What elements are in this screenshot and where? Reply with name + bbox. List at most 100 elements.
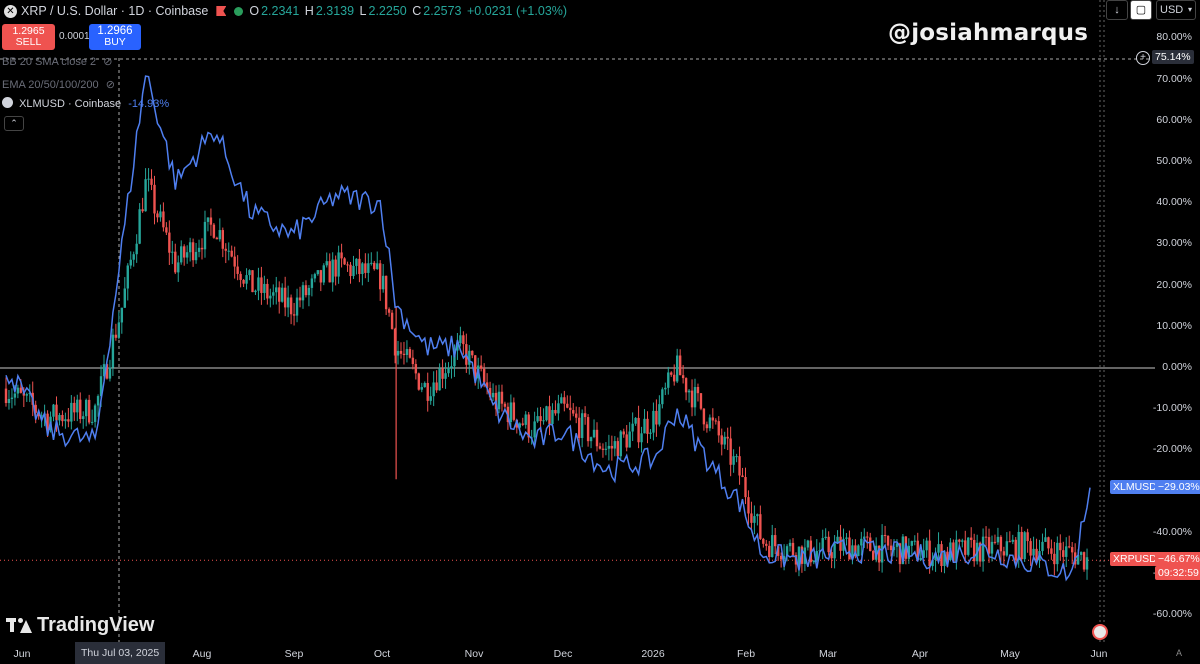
- candle-body: [479, 365, 483, 369]
- fullscreen-icon[interactable]: ▢: [1130, 0, 1152, 20]
- candle-body: [575, 413, 578, 418]
- tradingview-logo[interactable]: TradingView: [6, 614, 154, 637]
- candle-body: [206, 217, 210, 222]
- currency-value: USD: [1160, 4, 1184, 16]
- collapse-button[interactable]: ⌃: [4, 116, 24, 131]
- candle-body: [898, 543, 902, 565]
- candle-body: [877, 545, 881, 563]
- close-value: 2.2573: [423, 4, 462, 18]
- x-tick-label: Apr: [911, 648, 929, 660]
- candle-body: [937, 544, 940, 553]
- candle-body: [634, 417, 637, 424]
- candle-body: [1005, 541, 1009, 556]
- candle-body: [337, 252, 340, 277]
- x-tick-label: May: [1000, 648, 1020, 660]
- candle-body: [34, 404, 37, 413]
- candle-body: [717, 421, 720, 436]
- open-value: 2.2341: [261, 4, 300, 18]
- candle-body: [93, 405, 97, 422]
- currency-select[interactable]: USD ▾: [1156, 0, 1196, 20]
- candle-body: [756, 514, 759, 517]
- candle-body: [177, 262, 180, 273]
- candle-body: [165, 227, 168, 233]
- candle-body: [468, 350, 471, 365]
- candle-body: [601, 448, 605, 450]
- candle-body: [961, 540, 964, 542]
- compare-symbol-icon: [2, 97, 13, 108]
- candle-body: [310, 278, 314, 288]
- candle-body: [73, 402, 76, 413]
- y-tick-label: 60.00%: [1156, 113, 1192, 126]
- arrow-down-icon[interactable]: ↓: [1106, 0, 1128, 20]
- auto-scale-button[interactable]: A: [1176, 648, 1183, 658]
- candle-body: [842, 538, 845, 551]
- candle-body: [863, 536, 866, 539]
- candle-body: [295, 297, 299, 316]
- candle-body: [1079, 552, 1083, 555]
- candle-body: [162, 211, 165, 228]
- candle-body: [782, 556, 786, 560]
- candle-body: [958, 539, 961, 542]
- x-tick-label: Sep: [284, 648, 304, 660]
- candle-body: [379, 263, 382, 290]
- candle-body: [946, 551, 949, 560]
- add-alert-icon[interactable]: +: [1136, 51, 1150, 65]
- buy-button[interactable]: 1.2966 BUY: [89, 24, 141, 50]
- candle-body: [616, 441, 619, 457]
- candle-body: [129, 259, 132, 266]
- candle-body: [637, 417, 640, 443]
- candle-body: [102, 364, 106, 377]
- candle-body: [560, 397, 563, 404]
- symbol-title[interactable]: XRP / U.S. Dollar · 1D · Coinbase: [21, 4, 209, 18]
- bb-indicator[interactable]: BB 20 SMA close 2 ⊘: [2, 55, 112, 68]
- x-tick-label: Feb: [736, 648, 756, 660]
- candle-body: [40, 415, 43, 417]
- candle-body: [55, 404, 58, 421]
- candle-body: [999, 536, 1003, 552]
- candle-body: [114, 334, 118, 338]
- candle-body: [509, 402, 513, 423]
- candle-body: [1017, 531, 1020, 561]
- ema-indicator[interactable]: EMA 20/50/100/200 ⊘: [2, 78, 115, 91]
- candle-body: [390, 312, 394, 329]
- candle-body: [84, 399, 88, 417]
- candle-body: [485, 382, 489, 388]
- candle-body: [646, 418, 649, 434]
- candle-body: [658, 404, 661, 425]
- eye-hidden-icon[interactable]: ⊘: [103, 56, 113, 68]
- candle-body: [245, 275, 248, 284]
- calendar-flag-icon[interactable]: [1092, 624, 1108, 640]
- y-tick-label: 40.00%: [1156, 196, 1192, 209]
- candle-body: [108, 367, 112, 379]
- candle-body: [978, 542, 982, 562]
- candle-body: [126, 265, 129, 289]
- candle-body: [334, 259, 337, 277]
- candle-body: [928, 540, 931, 567]
- candle-body: [895, 543, 899, 547]
- candle-body: [120, 307, 124, 323]
- ohlc-values: O 2.2341 H 2.3139 L 2.2250 C 2.2573 +0.0231 …: [249, 4, 569, 18]
- candle-body: [1085, 557, 1089, 570]
- spread-value: 0.0001: [59, 31, 90, 42]
- candle-body: [328, 261, 331, 283]
- candle-body: [438, 368, 441, 391]
- eye-hidden-icon[interactable]: ⊘: [105, 79, 115, 91]
- candle-body: [723, 436, 726, 445]
- compare-indicator[interactable]: XLMUSD · Coinbase -14.93%: [2, 97, 169, 110]
- candle-body: [577, 417, 581, 438]
- candle-body: [188, 242, 192, 253]
- candle-body: [690, 390, 694, 408]
- candle-body: [551, 409, 554, 425]
- candle-body: [185, 252, 189, 258]
- y-tick-label: 70.00%: [1156, 72, 1192, 85]
- candle-body: [515, 419, 519, 428]
- candle-body: [800, 546, 804, 564]
- xlm-price-tag: XLMUSD: [1110, 480, 1160, 494]
- x-tick-label: Aug: [192, 648, 212, 660]
- sell-button[interactable]: 1.2965 SELL: [2, 24, 55, 50]
- candle-body: [993, 541, 997, 543]
- candle-body: [230, 250, 233, 257]
- candle-body: [289, 297, 293, 315]
- candle-body: [753, 516, 756, 523]
